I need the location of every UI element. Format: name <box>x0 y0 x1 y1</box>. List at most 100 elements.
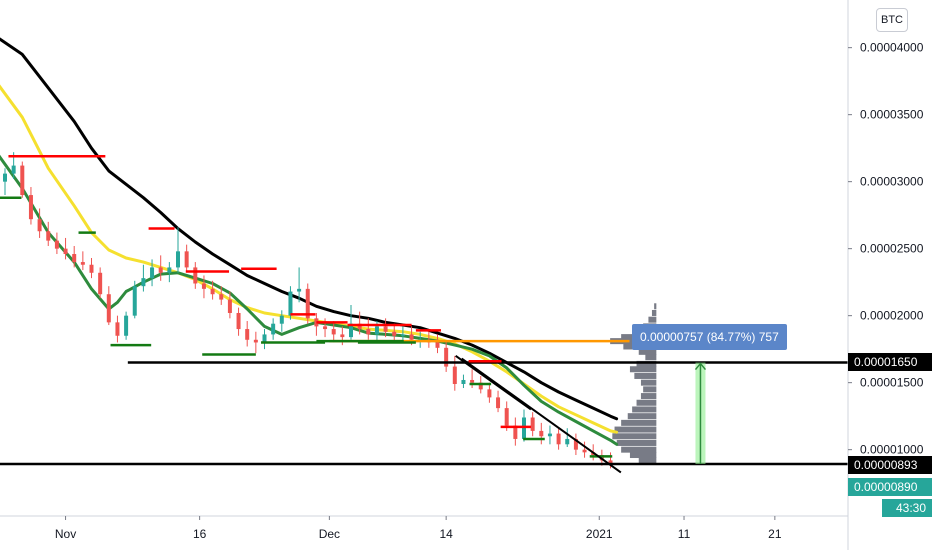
candle-body <box>262 334 267 343</box>
candle-body <box>201 283 206 289</box>
candle-body <box>141 278 146 287</box>
volume-profile-bar <box>643 386 657 393</box>
candle-body <box>374 326 379 335</box>
candle-body <box>331 329 336 335</box>
candles <box>3 152 613 469</box>
volume-profile-bar <box>636 399 657 406</box>
time-tick-label: 21 <box>768 527 782 541</box>
price-axis[interactable]: 0.00004000 0.00003500 0.00003000 0.00002500… <box>848 41 924 457</box>
candle-body <box>349 323 353 338</box>
candle-body <box>236 312 241 330</box>
candle-body <box>383 326 388 332</box>
volume-profile-bar <box>638 457 657 464</box>
candle-body <box>608 460 613 464</box>
candle-body <box>539 430 544 437</box>
candle-body <box>573 438 578 450</box>
candle-body <box>28 195 33 220</box>
candle-body <box>452 366 457 385</box>
last-price-badge: 0.00000890 <box>848 478 932 496</box>
candle-body <box>496 397 501 409</box>
candle-body <box>89 264 94 273</box>
time-tick-label: Nov <box>55 527 76 541</box>
price-tick-label: 0.00001500 <box>860 376 924 390</box>
volume-profile-bar <box>648 316 657 323</box>
candle-body <box>565 438 570 445</box>
volume-profile-bar <box>640 379 657 386</box>
measure-arrow-head <box>694 362 707 371</box>
candle-body <box>582 449 587 453</box>
candle-body <box>245 329 250 340</box>
candle-body <box>176 251 180 268</box>
volume-profile-bar <box>645 354 657 361</box>
candle-body <box>530 417 535 431</box>
volume-profile-bar <box>629 452 657 459</box>
volume-profile-bar <box>627 413 657 420</box>
candle-body <box>323 326 328 330</box>
drawings <box>0 154 707 474</box>
candle-body <box>253 339 258 343</box>
volume-profile-bar <box>612 433 657 440</box>
candle-body <box>72 254 77 263</box>
plot-area[interactable] <box>0 0 848 516</box>
volume-profile-bar <box>621 446 657 453</box>
time-axis[interactable]: Nov 16 Dec 14 2021 11 21 <box>55 516 782 541</box>
candle-body <box>11 165 16 174</box>
volume-profile-bar <box>616 439 657 446</box>
time-tick-label: 11 <box>678 527 691 541</box>
candle-body <box>210 288 215 295</box>
candle-body <box>409 334 414 340</box>
candle-body <box>63 248 68 255</box>
volume-profile-bar <box>634 372 657 379</box>
candle-body <box>470 379 475 383</box>
time-tick-label: Dec <box>319 527 340 541</box>
candle-body <box>3 173 7 182</box>
trendline <box>461 357 622 474</box>
candle-body <box>435 342 440 348</box>
volume-profile-bar <box>636 360 657 367</box>
candle-body <box>54 240 59 249</box>
candle-body <box>193 267 198 284</box>
candle-body <box>106 294 111 323</box>
time-tick-label: 2021 <box>586 527 613 541</box>
candle-body <box>305 288 310 319</box>
ema-slow-line <box>0 37 619 421</box>
candle-body <box>513 425 518 439</box>
candle-body <box>37 219 42 232</box>
candle-body <box>46 231 51 241</box>
volume-profile-bar <box>654 303 657 310</box>
volume-profile-bar <box>629 366 657 373</box>
candle-body <box>124 315 129 336</box>
candle-body <box>444 347 449 367</box>
time-tick-label: 16 <box>193 527 207 541</box>
volume-profile-bar <box>632 406 657 413</box>
currency-badge[interactable]: BTC <box>876 8 908 32</box>
candle-body <box>271 323 276 335</box>
candle-body <box>392 331 397 336</box>
candle-body <box>20 165 25 196</box>
candle-body <box>400 334 405 336</box>
volume-profile-bar <box>651 309 657 316</box>
price-badge-1650: 0.00001650 <box>848 353 932 371</box>
price-tick-label: 0.00001000 <box>860 443 924 457</box>
volume-profile-bar <box>614 426 657 433</box>
volume-profile-bar <box>640 393 657 400</box>
candle-body <box>184 251 189 268</box>
volume-profile-bar <box>621 419 657 426</box>
price-tick-label: 0.00004000 <box>860 41 924 55</box>
candle-body <box>158 267 163 273</box>
candle-body <box>167 267 172 273</box>
candle-body <box>547 433 552 437</box>
candle-body <box>487 389 492 398</box>
price-badge-893: 0.00000893 <box>848 456 932 474</box>
candle-body <box>150 267 155 279</box>
candle-body <box>279 315 284 324</box>
candle-body <box>132 286 137 316</box>
candle-body <box>504 408 509 426</box>
time-tick-label: 14 <box>439 527 453 541</box>
price-tick-label: 0.00003500 <box>860 108 924 122</box>
candle-body <box>80 262 85 265</box>
candle-body <box>461 379 466 385</box>
volume-profile-bar <box>638 348 657 355</box>
price-tick-label: 0.00002500 <box>860 242 924 256</box>
